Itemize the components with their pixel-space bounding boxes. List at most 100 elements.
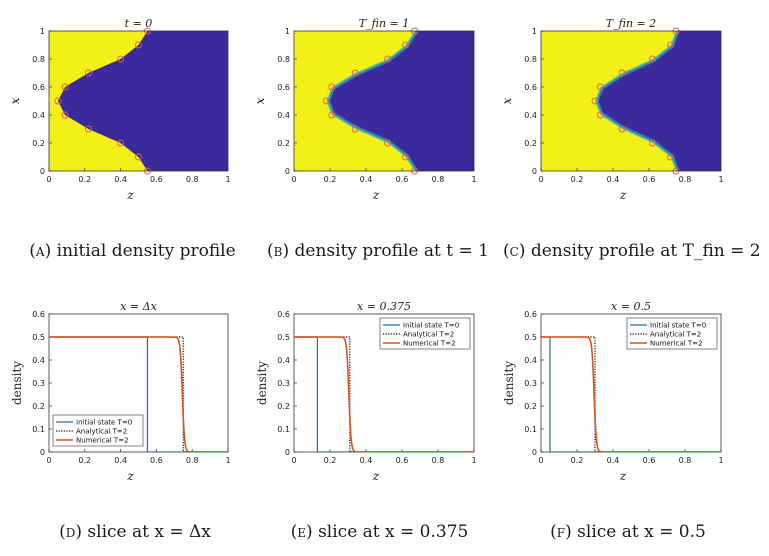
y-axis-label: x (8, 97, 22, 104)
y-tick-label: 0 (532, 167, 537, 176)
x-tick-label: 0.2 (571, 456, 584, 465)
y-tick-label: 0.6 (524, 83, 537, 92)
interface-marker (591, 97, 599, 105)
x-tick-label: 0.4 (114, 175, 127, 184)
x-tick-label: 0.2 (78, 456, 91, 465)
x-tick-label: 1 (718, 175, 723, 184)
interface-marker (384, 55, 392, 63)
interface-marker (618, 125, 626, 133)
caption-b-label: (b) (267, 241, 290, 261)
x-tick-label: 0 (46, 175, 51, 184)
x-axis-label: z (372, 188, 380, 202)
interface-marker (117, 139, 125, 147)
x-tick-label: 0.6 (643, 456, 656, 465)
legend-entry: Numerical T=2 (76, 437, 129, 445)
legend-entry: Analytical T=2 (650, 331, 701, 339)
heatmap-area (49, 31, 228, 171)
x-tick-label: 0 (291, 456, 296, 465)
x-tick-label: 0.6 (150, 175, 163, 184)
interface-marker (596, 83, 604, 91)
legend-entry: Analytical T=2 (76, 428, 127, 436)
interface-marker (61, 111, 69, 119)
y-tick-label: 0.6 (32, 83, 45, 92)
caption-e-label: (e) (290, 522, 313, 542)
interface-marker (384, 139, 392, 147)
caption-f-text: slice at x = 0.5 (577, 522, 706, 542)
y-tick-label: 0.2 (32, 402, 45, 411)
chart-6: 0 0.2 0.4 0.6 0.8 1 0 0.1 0.2 0.3 0.4 0.5 0.6 z densit… (502, 300, 724, 483)
chart-title: x = 0.5 (611, 300, 651, 313)
series-line (294, 336, 474, 452)
y-tick-label: 0.3 (524, 379, 537, 388)
interface-marker (667, 41, 675, 49)
y-tick-label: 0.8 (277, 55, 290, 64)
y-tick-label: 0.6 (277, 310, 290, 319)
y-axis-label: density (502, 361, 516, 405)
x-tick-label: 0.4 (607, 456, 620, 465)
y-tick-label: 0.1 (277, 425, 290, 434)
caption-c-label: (c) (503, 241, 526, 261)
interface-marker (618, 69, 626, 77)
plot-frame (293, 30, 475, 172)
x-tick-label: 0.8 (186, 456, 199, 465)
y-axis-label: x (500, 97, 514, 104)
y-tick-label: 0.1 (32, 425, 45, 434)
heatmap-high-region (294, 31, 415, 171)
y-tick-label: 0.4 (32, 356, 45, 365)
y-tick-label: 0.8 (32, 55, 45, 64)
y-tick-label: 0.3 (32, 379, 45, 388)
y-tick-label: 0.1 (524, 425, 537, 434)
chart-title: x = 0.375 (357, 300, 411, 313)
legend-entry: Initial state T=0 (403, 322, 459, 330)
x-tick-label: 0.6 (396, 456, 409, 465)
chart-title: T_fin = 1 (359, 17, 409, 30)
interface-marker (328, 83, 336, 91)
interface-marker (328, 111, 336, 119)
y-tick-label: 0 (40, 167, 45, 176)
interface-marker (135, 153, 142, 161)
y-tick-label: 0.2 (524, 402, 537, 411)
chart-title: T_fin = 2 (606, 17, 656, 30)
y-tick-label: 0.4 (277, 111, 290, 120)
y-tick-label: 0.5 (277, 333, 290, 342)
line-area (541, 336, 721, 452)
x-tick-label: 0 (46, 456, 51, 465)
series-line (541, 336, 721, 452)
x-tick-label: 0.4 (360, 175, 373, 184)
x-tick-label: 0.4 (360, 456, 373, 465)
y-tick-label: 0.6 (524, 310, 537, 319)
x-tick-label: 0.2 (571, 175, 584, 184)
plot-frame (540, 30, 722, 172)
y-tick-label: 0 (285, 167, 290, 176)
caption-f-label: (f) (550, 522, 572, 542)
caption-f: (f) slice at x = 0.5 (538, 522, 718, 542)
y-tick-label: 0.4 (524, 111, 537, 120)
heatmap-high-region (49, 31, 148, 171)
y-tick-label: 0.5 (524, 333, 537, 342)
caption-d-text: slice at x = Δx (87, 522, 211, 542)
caption-d: (d) slice at x = Δx (40, 522, 230, 542)
y-tick-label: 0.4 (524, 356, 537, 365)
y-tick-label: 0.4 (277, 356, 290, 365)
chart-2: 0 0.2 0.4 0.6 0.8 1 0 0.2 0.4 0.6 0.8 1 z x T_fin = 1 (253, 17, 477, 202)
caption-a: (a) initial density profile (20, 241, 245, 261)
x-tick-label: 0.8 (432, 456, 445, 465)
x-tick-label: 0 (538, 456, 543, 465)
x-tick-label: 1 (225, 175, 230, 184)
x-tick-label: 0.2 (78, 175, 91, 184)
x-tick-label: 1 (225, 456, 230, 465)
x-tick-label: 0.8 (679, 175, 692, 184)
chart-title: t = 0 (125, 17, 153, 30)
caption-c: (c) density profile at T_fin = 2 (503, 241, 761, 261)
y-tick-label: 1 (532, 27, 537, 36)
x-tick-label: 0 (291, 175, 296, 184)
interface-marker (61, 83, 69, 91)
line-area (49, 336, 228, 452)
legend-entry: Numerical T=2 (403, 340, 456, 348)
y-tick-label: 0.2 (524, 139, 537, 148)
x-tick-label: 0 (538, 175, 543, 184)
interface-marker (649, 55, 657, 63)
x-tick-label: 0.4 (114, 456, 127, 465)
